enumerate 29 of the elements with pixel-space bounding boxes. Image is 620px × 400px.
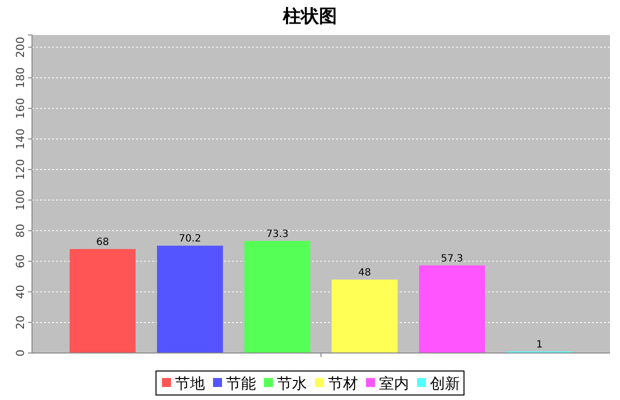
- legend-label: 节地: [175, 374, 205, 392]
- y-tick-label: 200: [14, 36, 27, 58]
- y-tick-label: 100: [14, 190, 27, 211]
- y-tick-label: 20: [14, 315, 27, 330]
- y-tick-label: 40: [14, 284, 27, 299]
- data-label: 70.2: [178, 234, 202, 245]
- legend-label: 室内: [379, 374, 409, 392]
- y-tick-label: 160: [14, 98, 27, 119]
- data-label: 57.3: [440, 253, 464, 264]
- data-label: 1: [536, 339, 543, 350]
- bar: [419, 265, 486, 353]
- y-tick-label: 120: [14, 159, 27, 180]
- bar: [244, 240, 310, 353]
- y-tick-label: 80: [14, 224, 27, 238]
- y-tick-label: 0: [14, 350, 27, 356]
- y-tick-label: 140: [14, 128, 27, 150]
- legend-label: 创新: [430, 374, 460, 392]
- data-label: 68: [96, 237, 109, 248]
- legend-label: 节水: [277, 374, 307, 392]
- data-label: 73.3: [266, 228, 288, 240]
- bar: [156, 246, 223, 353]
- legend-label: 节能: [226, 374, 256, 392]
- bar: [332, 280, 398, 353]
- data-label: 48: [358, 268, 372, 279]
- y-tick-label: 60: [14, 254, 27, 268]
- legend-label: 节材: [328, 374, 358, 392]
- bar: [70, 249, 136, 353]
- y-tick-label: 180: [14, 67, 27, 88]
- chart-title: 柱状图: [282, 6, 337, 27]
